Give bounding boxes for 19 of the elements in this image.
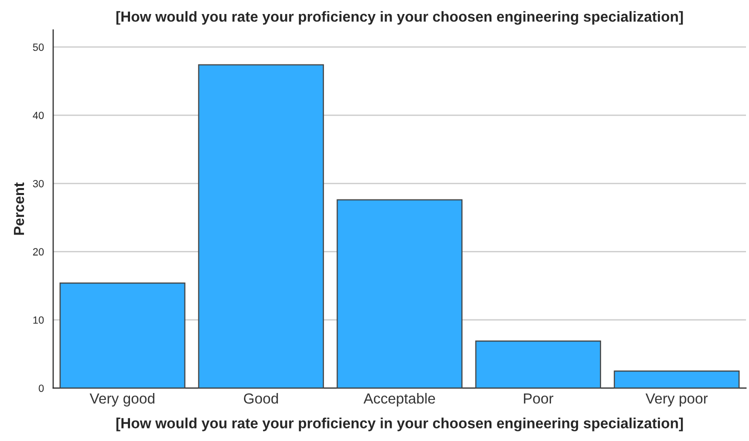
y-tick-label: 0 xyxy=(38,384,44,392)
x-tick-label: Good xyxy=(244,392,278,404)
y-tick-label: 20 xyxy=(33,248,44,256)
y-tick-label: 10 xyxy=(33,316,44,324)
y-axis-title: Percent xyxy=(14,182,24,235)
bar xyxy=(60,282,186,388)
y-tick-label: 30 xyxy=(32,180,44,188)
chart-title: [How would you rate your proficiency in your choosen engineering specialization] xyxy=(116,11,683,25)
bar xyxy=(198,64,324,388)
x-tick-label: Acceptable xyxy=(364,392,436,407)
x-tick-label: Very poor xyxy=(646,393,708,407)
x-axis-title: [How would you rate your proficiency in your choosen engineering specialization] xyxy=(116,418,683,432)
y-tick-label: 40 xyxy=(32,112,44,120)
y-tick-label: 50 xyxy=(32,44,44,51)
x-tick-label: Poor xyxy=(524,393,554,404)
bar xyxy=(614,370,740,388)
x-tick-label: Very good xyxy=(90,392,154,407)
bar xyxy=(336,199,462,388)
bar xyxy=(475,340,602,388)
